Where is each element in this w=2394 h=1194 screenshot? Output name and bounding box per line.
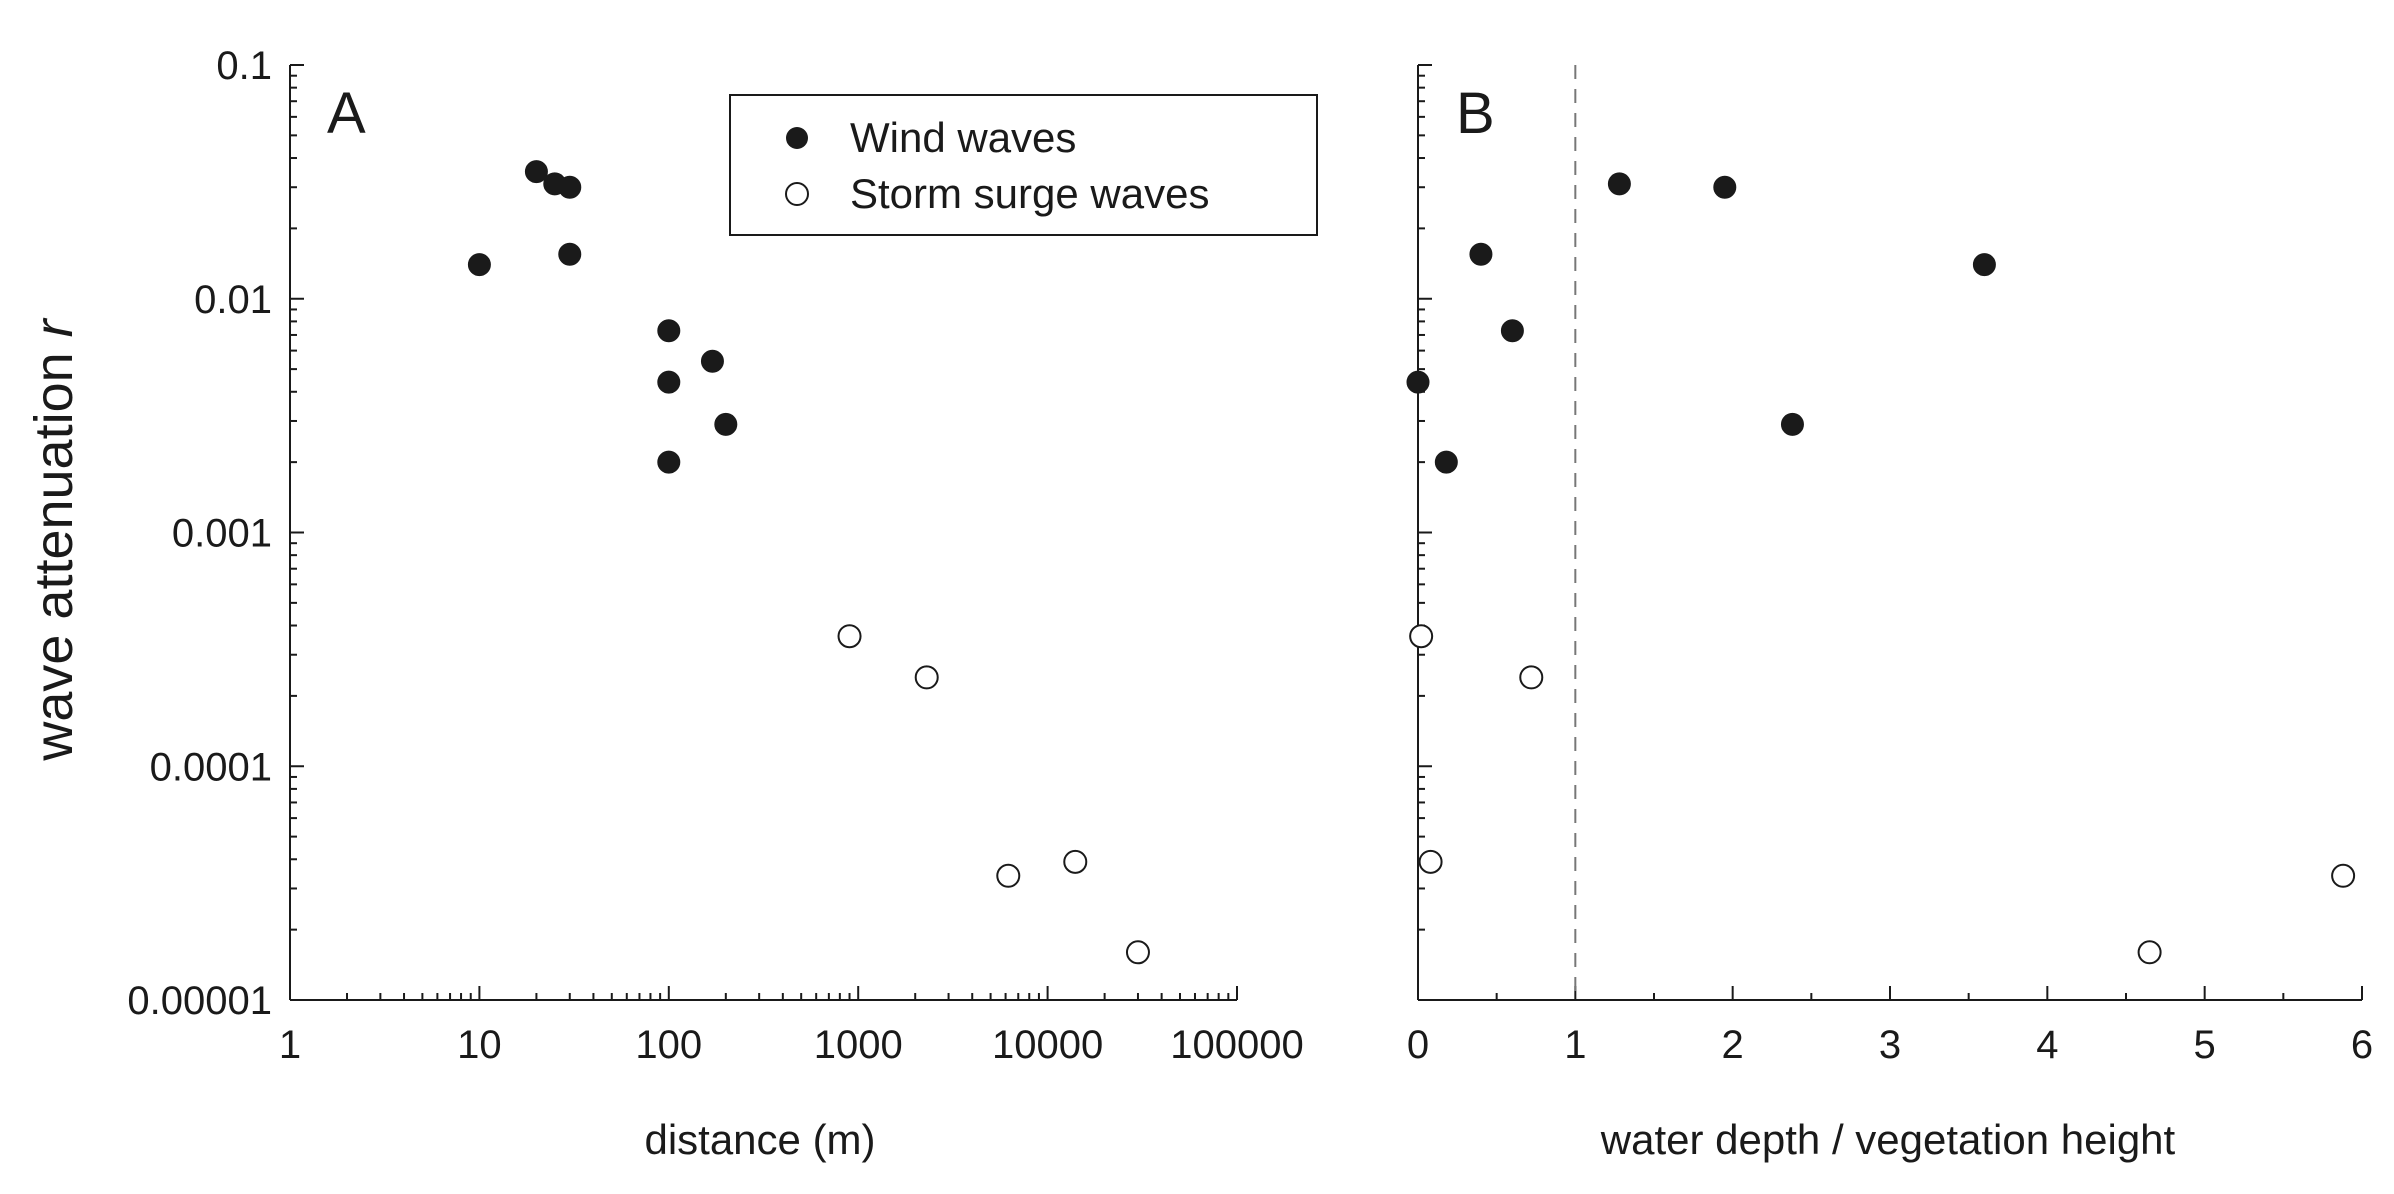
panel-a-y-tick-label: 0.001 xyxy=(172,512,272,556)
panel-b-x-tick-label: 1 xyxy=(1564,1023,1586,1067)
legend: Wind waves Storm surge waves xyxy=(729,94,1318,236)
panel-b-letter: B xyxy=(1456,81,1495,146)
panel-b-storm-surge-point xyxy=(2331,863,2356,888)
panel-a-points xyxy=(467,160,1150,965)
panel-a: 1 10 100 1000 10000 100000 0.00001 0.0001 0.001… xyxy=(127,44,1318,1163)
panel-a-storm-surge-point xyxy=(1063,849,1088,874)
panel-a-y-tick-label: 0.1 xyxy=(216,44,272,88)
legend-marker-storm-surge-waves xyxy=(785,182,809,206)
panel-a-x-tick-label: 100000 xyxy=(1170,1023,1303,1067)
panel-a-letter: A xyxy=(327,81,366,146)
panel-a-wind-wave-point xyxy=(657,370,681,394)
legend-label-wind-waves: Wind waves xyxy=(850,114,1076,161)
panel-b-x-tick-label: 6 xyxy=(2351,1023,2373,1067)
panel-a-x-tick-label: 10000 xyxy=(992,1023,1103,1067)
panel-b-wind-wave-point xyxy=(1713,175,1737,199)
panel-b-x-tick-label: 4 xyxy=(2036,1023,2058,1067)
panel-a-storm-surge-point xyxy=(1125,940,1150,965)
panel-a-x-ticks: 1 10 100 1000 10000 100000 xyxy=(279,986,1304,1067)
panel-a-wind-wave-point xyxy=(657,319,681,343)
panel-a-y-tick-label: 0.00001 xyxy=(127,979,272,1023)
panel-a-storm-surge-point xyxy=(837,624,862,649)
panel-a-wind-wave-point xyxy=(467,253,491,277)
panel-a-wind-wave-point xyxy=(714,412,738,436)
panel-b-wind-wave-point xyxy=(1972,253,1996,277)
panel-b-storm-surge-point xyxy=(1519,665,1544,690)
panel-b-x-tick-label: 0 xyxy=(1407,1023,1429,1067)
legend-label-storm-surge-waves: Storm surge waves xyxy=(850,170,1209,217)
panel-b-wind-wave-point xyxy=(1469,242,1493,266)
panel-b-x-ticks: 0 1 2 3 4 5 6 xyxy=(1407,986,2373,1067)
panel-a-storm-surge-point xyxy=(996,863,1021,888)
panel-a-x-axis-title: distance (m) xyxy=(644,1116,875,1163)
panel-a-wind-wave-point xyxy=(700,349,724,373)
legend-box xyxy=(729,94,1318,236)
panel-b-x-tick-label: 5 xyxy=(2194,1023,2216,1067)
y-axis-title-main: wave attenuation xyxy=(24,337,84,761)
panel-a-x-tick-label: 1 xyxy=(279,1023,301,1067)
panel-a-wind-wave-point xyxy=(524,160,548,184)
panel-b-x-tick-label: 3 xyxy=(1879,1023,1901,1067)
panel-b: 0 1 2 3 4 5 6 B water depth / vegetation heigh… xyxy=(1406,64,2373,1163)
panel-b-wind-wave-point xyxy=(1406,370,1430,394)
panel-a-x-tick-label: 100 xyxy=(635,1023,702,1067)
y-axis-title: wave attenuation r xyxy=(24,317,84,761)
panel-b-x-tick-label: 2 xyxy=(1722,1023,1744,1067)
panel-b-x-axis-title: water depth / vegetation height xyxy=(1600,1116,2176,1163)
panel-a-x-tick-label: 10 xyxy=(457,1023,502,1067)
panel-a-y-ticks: 0.00001 0.0001 0.001 0.01 0.1 xyxy=(127,44,304,1023)
panel-b-points xyxy=(1406,172,2356,965)
y-axis-title-variable: r xyxy=(24,317,84,337)
panel-a-y-tick-label: 0.0001 xyxy=(150,745,272,789)
panel-b-storm-surge-point xyxy=(2137,940,2162,965)
panel-a-x-tick-label: 1000 xyxy=(814,1023,903,1067)
panel-b-storm-surge-point xyxy=(1418,849,1443,874)
panel-b-wind-wave-point xyxy=(1780,412,1804,436)
legend-marker-wind-waves xyxy=(786,127,808,149)
panel-a-storm-surge-point xyxy=(914,665,939,690)
panel-b-wind-wave-point xyxy=(1434,450,1458,474)
panel-b-storm-surge-point xyxy=(1409,624,1434,649)
panel-a-y-tick-label: 0.01 xyxy=(194,278,272,322)
panel-a-wind-wave-point xyxy=(657,450,681,474)
panel-b-wind-wave-point xyxy=(1607,172,1631,196)
panel-a-wind-wave-point xyxy=(558,242,582,266)
panel-a-wind-wave-point xyxy=(558,175,582,199)
panel-b-wind-wave-point xyxy=(1500,319,1524,343)
